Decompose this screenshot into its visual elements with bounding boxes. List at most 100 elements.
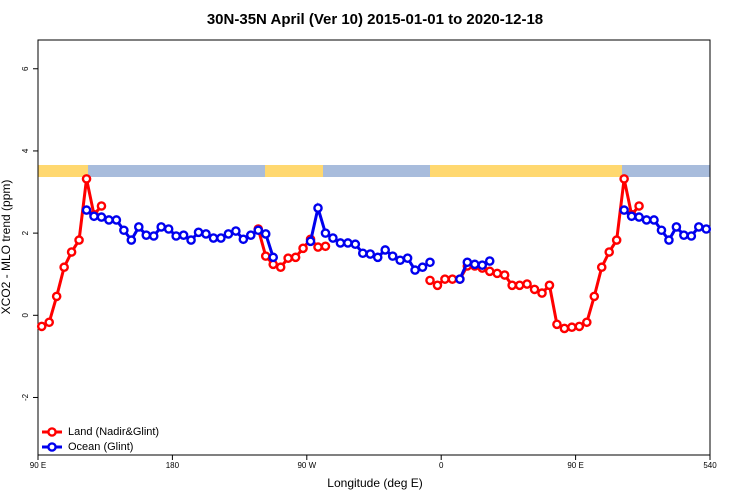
data-point	[126, 235, 137, 245]
data-point	[216, 233, 226, 243]
data-point	[619, 174, 629, 184]
data-point	[81, 174, 92, 184]
data-point	[552, 319, 562, 330]
data-point	[51, 291, 62, 302]
data-point	[499, 270, 510, 280]
data-point	[96, 212, 107, 222]
data-point	[365, 249, 376, 259]
series-line	[41, 178, 641, 331]
data-point	[223, 229, 234, 239]
data-point	[260, 229, 271, 239]
data-point	[253, 225, 264, 236]
data-point	[260, 251, 271, 261]
legend-label: Land (Nadir&Glint)	[68, 426, 159, 438]
data-point	[66, 247, 77, 257]
x-axis-label: Longitude (deg E)	[327, 476, 422, 490]
data-point	[649, 215, 659, 225]
data-point	[104, 215, 114, 225]
data-point	[313, 203, 323, 213]
data-point	[514, 280, 525, 291]
data-point	[44, 317, 55, 328]
data-point	[163, 224, 174, 234]
x-tick-label: 0	[439, 461, 444, 470]
data-point	[231, 226, 241, 236]
x-tick-label: 180	[166, 461, 180, 470]
data-point	[604, 247, 615, 257]
data-point	[671, 222, 682, 232]
data-point	[119, 225, 129, 236]
data-point	[611, 235, 622, 245]
data-point	[290, 252, 301, 263]
y-tick-label: 0	[21, 313, 30, 318]
data-point	[522, 279, 532, 289]
data-point	[425, 257, 435, 268]
data-point	[589, 291, 600, 302]
y-axis-label: XCO2 - MLO trend (ppm)	[0, 180, 13, 315]
data-point	[694, 222, 704, 232]
data-point	[462, 257, 473, 268]
land-strip	[38, 165, 88, 177]
data-point	[111, 215, 122, 225]
data-point	[634, 201, 644, 211]
data-point	[559, 323, 570, 334]
data-point	[425, 275, 435, 286]
data-point	[679, 230, 689, 240]
data-point	[238, 234, 249, 245]
data-point	[574, 321, 585, 332]
data-point	[664, 235, 674, 245]
data-point	[275, 262, 286, 273]
data-point	[417, 262, 428, 273]
data-point	[201, 229, 211, 239]
data-point	[171, 231, 181, 241]
land-strip	[265, 165, 323, 177]
data-point	[320, 228, 331, 238]
data-point	[96, 201, 107, 211]
data-point	[59, 262, 69, 273]
data-point	[455, 274, 465, 284]
data-point	[208, 233, 219, 243]
data-point	[193, 227, 204, 238]
data-point	[619, 205, 629, 215]
data-point	[582, 317, 592, 328]
data-point	[387, 251, 398, 261]
y-tick-label: 2	[21, 230, 30, 235]
y-tick-label: 6	[21, 66, 30, 71]
sea-strip	[323, 165, 430, 177]
data-point	[567, 322, 577, 333]
data-point	[440, 274, 450, 284]
data-point	[343, 238, 353, 248]
data-point	[507, 280, 517, 291]
data-point	[268, 252, 279, 263]
legend-label: Ocean (Glint)	[68, 441, 133, 453]
data-point	[544, 280, 555, 291]
data-point	[313, 242, 323, 252]
legend-marker	[47, 427, 57, 437]
data-point	[402, 253, 413, 263]
data-point	[529, 284, 540, 295]
y-tick-label: -2	[21, 393, 30, 401]
data-point	[305, 236, 316, 247]
data-point	[395, 255, 405, 266]
data-point	[686, 231, 697, 241]
data-point	[380, 245, 391, 255]
data-point	[492, 268, 503, 279]
plot-frame	[37, 39, 711, 456]
data-point	[283, 253, 293, 263]
data-point	[447, 274, 458, 284]
data-point	[596, 262, 607, 273]
data-point	[156, 222, 166, 232]
data-point	[89, 211, 99, 222]
data-point	[350, 239, 361, 250]
data-point	[245, 230, 256, 240]
data-point	[432, 280, 443, 291]
data-point	[656, 225, 667, 236]
data-point	[178, 230, 189, 240]
data-point	[328, 233, 338, 243]
data-point	[320, 241, 331, 252]
x-tick-label: 540	[703, 461, 717, 470]
data-point	[81, 205, 92, 215]
data-point	[537, 288, 547, 298]
chart-title: 30N-35N April (Ver 10) 2015-01-01 to 202…	[207, 11, 543, 28]
data-point	[626, 211, 637, 222]
land-strip	[430, 165, 622, 177]
